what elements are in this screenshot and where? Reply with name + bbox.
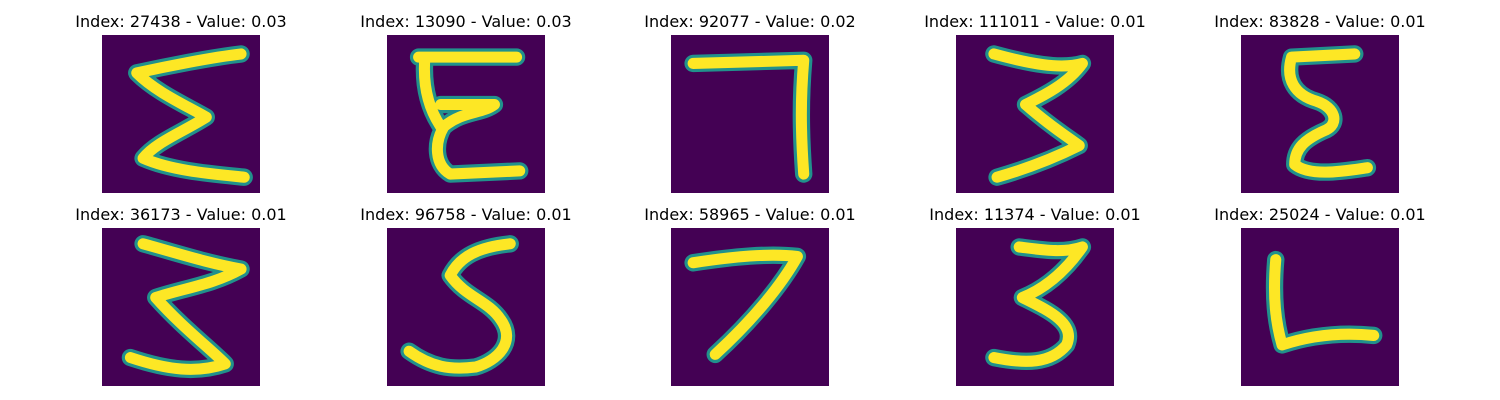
- stroke-core: [1284, 48, 1373, 178]
- panel-title: Index: 36173 - Value: 0.01: [75, 205, 287, 224]
- panel-title: Index: 96758 - Value: 0.01: [360, 205, 572, 224]
- handwritten-glyph-image: [102, 35, 260, 193]
- stroke-core: [687, 54, 810, 180]
- handwritten-glyph-image: [387, 228, 545, 386]
- panel-title: Index: 83828 - Value: 0.01: [1214, 12, 1426, 31]
- stroke-core: [413, 51, 526, 180]
- panel-title: Index: 27438 - Value: 0.03: [75, 12, 287, 31]
- handwritten-glyph-image: [387, 35, 545, 193]
- panel-title: Index: 92077 - Value: 0.02: [644, 12, 856, 31]
- panel-title: Index: 111011 - Value: 0.01: [924, 12, 1146, 31]
- handwritten-glyph-image: [671, 228, 829, 386]
- panel-title: Index: 13090 - Value: 0.03: [360, 12, 572, 31]
- handwritten-glyph-image: [1241, 228, 1399, 386]
- stroke-core: [124, 238, 247, 375]
- handwritten-glyph-image: [102, 228, 260, 386]
- stroke-core: [687, 249, 803, 360]
- stroke-core: [1269, 254, 1380, 351]
- stroke-core: [403, 238, 516, 374]
- stroke-core: [988, 241, 1088, 367]
- panel-title: Index: 25024 - Value: 0.01: [1214, 205, 1426, 224]
- panel-title: Index: 58965 - Value: 0.01: [644, 205, 856, 224]
- panel-title: Index: 11374 - Value: 0.01: [929, 205, 1141, 224]
- image-background: [1241, 228, 1399, 386]
- handwritten-glyph-image: [1241, 35, 1399, 193]
- handwritten-glyph-image: [956, 35, 1114, 193]
- handwritten-glyph-image: [956, 228, 1114, 386]
- stroke-core: [988, 48, 1088, 183]
- handwritten-glyph-image: [671, 35, 829, 193]
- stroke-core: [131, 48, 250, 183]
